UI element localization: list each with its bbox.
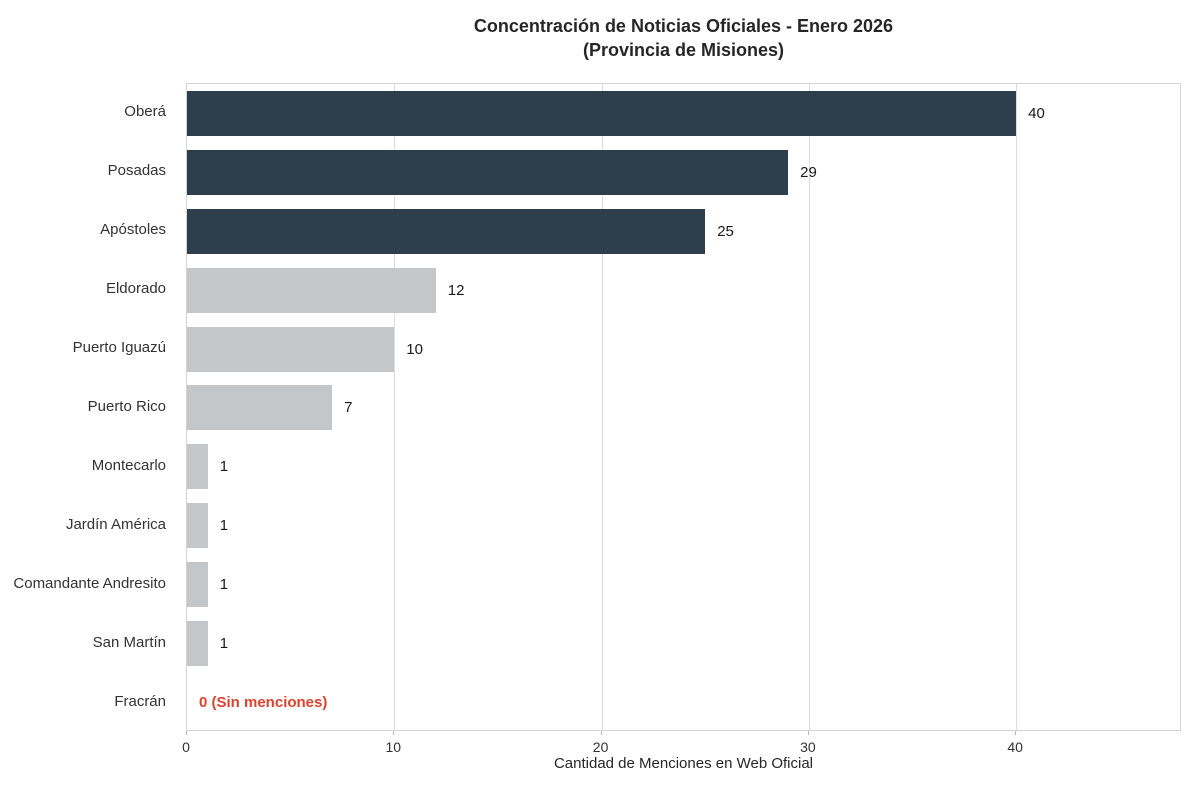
value-label: 25 bbox=[717, 222, 734, 240]
bar-row: 10 bbox=[187, 320, 1180, 379]
category-label: Posadas bbox=[107, 162, 166, 180]
bar-row: 1 bbox=[187, 496, 1180, 555]
x-tick-label: 0 bbox=[182, 739, 190, 755]
bar-row: 12 bbox=[187, 261, 1180, 320]
x-tick-label: 40 bbox=[1007, 739, 1023, 755]
gridline bbox=[601, 84, 603, 730]
chart-title: Concentración de Noticias Oficiales - En… bbox=[473, 16, 894, 36]
x-axis: 0 10 20 30 40 bbox=[182, 731, 1181, 761]
bar bbox=[187, 90, 1017, 136]
bar bbox=[187, 149, 789, 195]
value-label: 1 bbox=[219, 635, 229, 653]
category-label: San Martín bbox=[92, 633, 166, 651]
bar bbox=[187, 267, 436, 313]
bar-row: 1 bbox=[187, 437, 1180, 496]
y-axis-category-labels: Oberá Posadas Apóstoles Eldorado Puerto Igua… bbox=[0, 83, 176, 731]
x-tick-label: 20 bbox=[592, 739, 609, 755]
bar-row: 29 bbox=[187, 143, 1180, 202]
value-label: 0 (Sin menciones) bbox=[199, 694, 328, 712]
value-label: 1 bbox=[219, 576, 229, 594]
value-label: 1 bbox=[219, 517, 229, 535]
x-tick-mark bbox=[393, 731, 395, 735]
value-label: 12 bbox=[447, 281, 465, 299]
bar bbox=[187, 562, 208, 608]
x-tick-mark bbox=[600, 731, 602, 735]
category-label: Jardín América bbox=[65, 515, 166, 533]
value-label: 10 bbox=[406, 340, 423, 358]
gridline bbox=[808, 84, 810, 730]
chart-subtitle: (Provincia de Misiones) bbox=[582, 40, 785, 60]
x-tick-label: 10 bbox=[385, 739, 402, 755]
value-label: 29 bbox=[800, 163, 817, 181]
category-label: Puerto Iguazú bbox=[72, 339, 166, 357]
bar-row: 7 bbox=[187, 379, 1180, 438]
x-tick-mark bbox=[807, 731, 809, 735]
value-label: 7 bbox=[344, 399, 353, 417]
chart-title-block: Concentración de Noticias Oficiales - En… bbox=[186, 14, 1181, 62]
bar-row: 25 bbox=[187, 202, 1180, 261]
bar-row: 40 bbox=[187, 84, 1180, 143]
category-label: Eldorado bbox=[105, 280, 166, 298]
category-label: Comandante Andresito bbox=[13, 574, 166, 592]
category-label: Puerto Rico bbox=[87, 398, 166, 415]
x-tick-mark bbox=[186, 731, 187, 735]
x-tick-mark bbox=[1015, 731, 1017, 735]
value-label: 40 bbox=[1028, 104, 1045, 122]
x-tick-label: 30 bbox=[800, 739, 816, 755]
plot-area: 40 29 25 12 10 7 1 1 1 1 0 (Sin menciones) bbox=[186, 83, 1181, 731]
category-label: Fracrán bbox=[114, 692, 166, 710]
bar bbox=[187, 621, 208, 667]
bar bbox=[187, 503, 208, 549]
bar-row: 0 (Sin menciones) bbox=[187, 673, 1180, 732]
category-label: Apóstoles bbox=[100, 221, 166, 239]
category-label: Montecarlo bbox=[91, 456, 166, 474]
x-axis-title: Cantidad de Menciones en Web Oficial bbox=[553, 755, 814, 772]
bar bbox=[187, 326, 395, 372]
gridline bbox=[394, 84, 396, 730]
value-label: 1 bbox=[219, 458, 229, 476]
category-label: Oberá bbox=[124, 103, 166, 121]
gridline bbox=[1016, 84, 1018, 730]
bar-row: 1 bbox=[187, 555, 1180, 614]
bar bbox=[187, 385, 333, 431]
bar-row: 1 bbox=[187, 614, 1180, 673]
bar bbox=[187, 208, 706, 254]
bar bbox=[187, 444, 208, 490]
